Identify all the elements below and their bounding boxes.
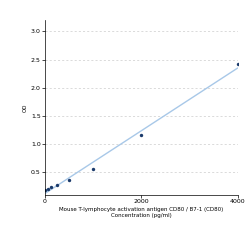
Point (46, 186, 50, 190)
Point (67, 178, 71, 182)
Point (43, 188, 47, 192)
X-axis label: Mouse T-lymphocyte activation antigen CD80 / B7-1 (CD80)
Concentration (pg/ml): Mouse T-lymphocyte activation antigen CD… (59, 207, 224, 218)
Point (49, 186, 53, 190)
Point (91, 167, 95, 171)
Point (236, 62, 240, 66)
Point (139, 134, 143, 138)
Y-axis label: OD: OD (23, 103, 28, 112)
Point (55, 183, 59, 187)
